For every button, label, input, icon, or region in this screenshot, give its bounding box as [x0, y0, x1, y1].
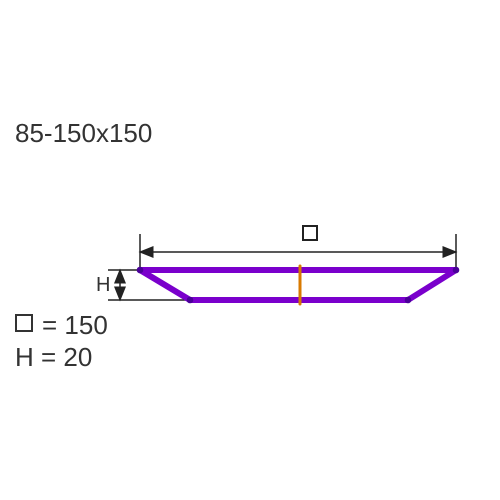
profile-shape [137, 267, 460, 304]
technical-drawing [0, 0, 500, 500]
dim-h-label: H [96, 274, 110, 297]
dim-box-label [302, 225, 318, 241]
